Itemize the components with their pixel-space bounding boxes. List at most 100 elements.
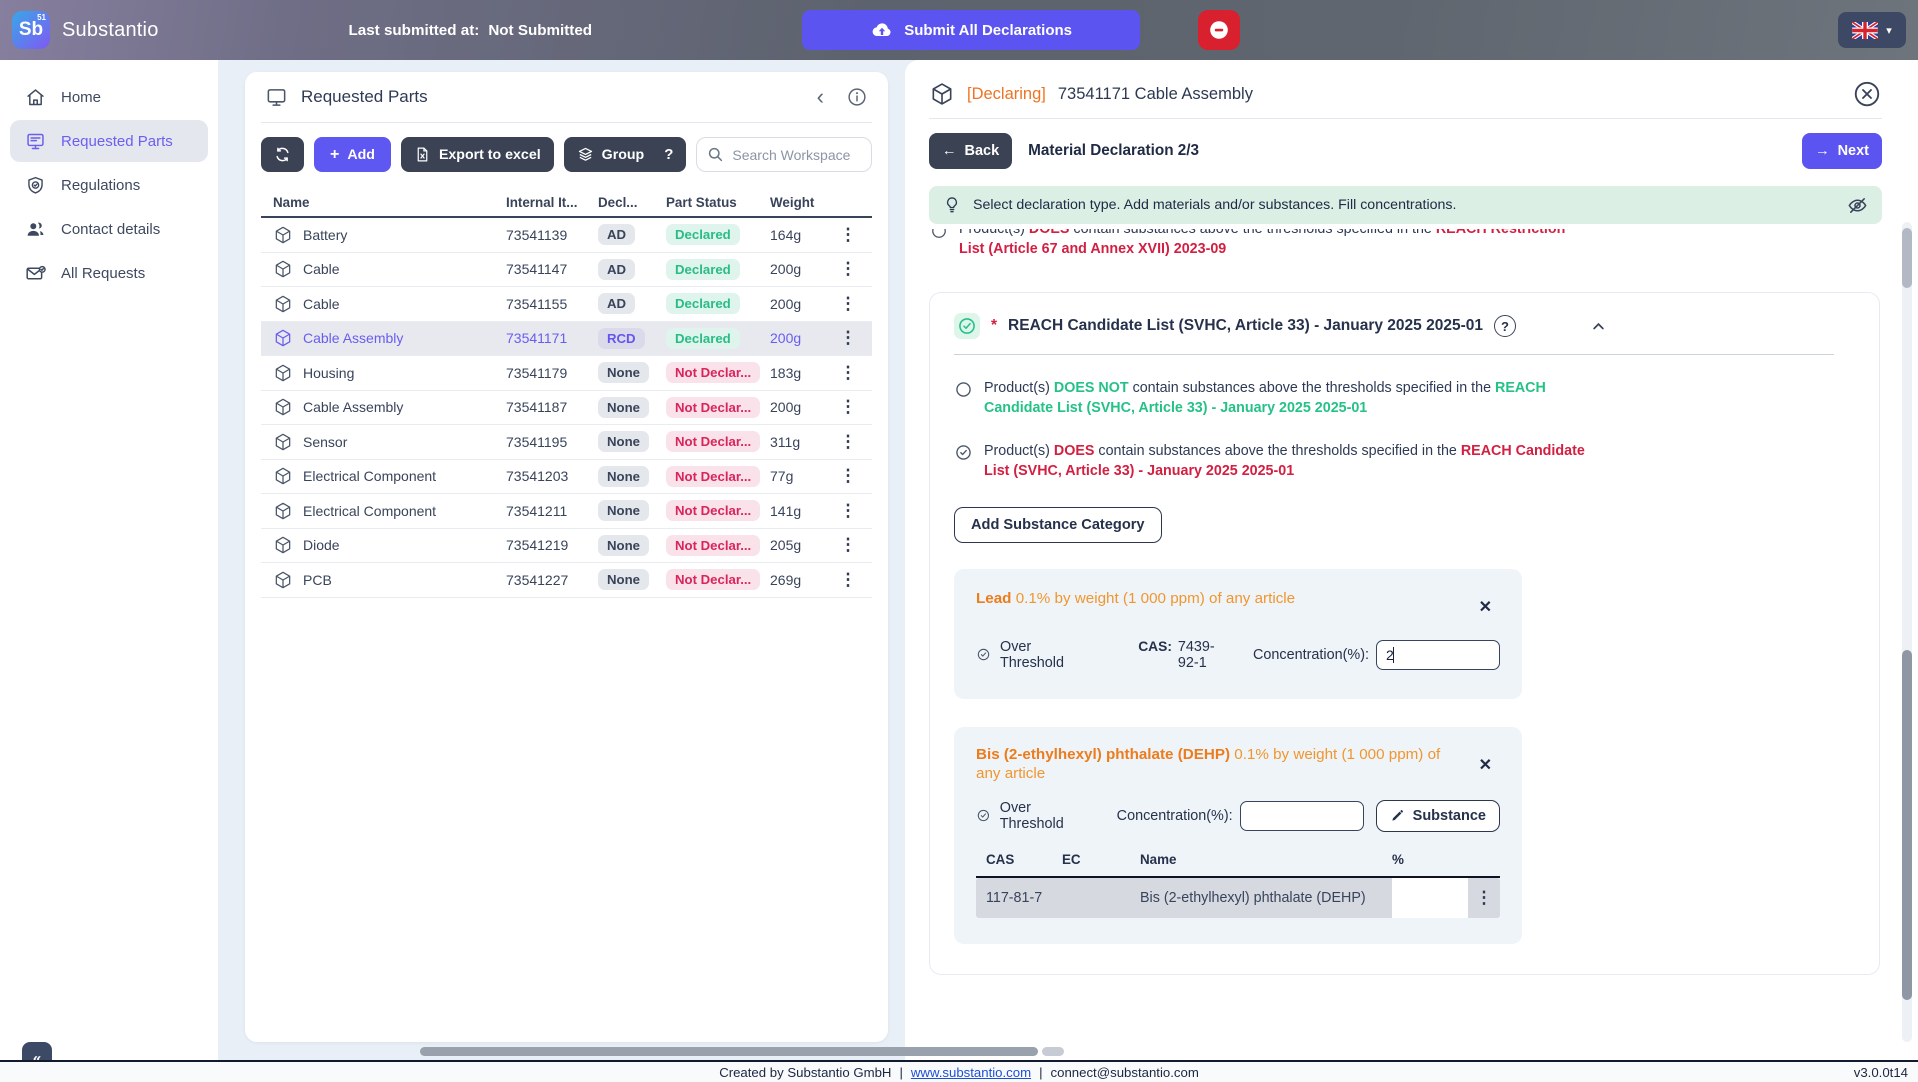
- chevron-up-icon[interactable]: [1589, 317, 1608, 336]
- minus-circle-icon: [1207, 18, 1231, 42]
- collapse-panel-icon[interactable]: ‹: [817, 86, 824, 108]
- decl-badge: AD: [598, 259, 635, 280]
- sidebar-item-contact-details[interactable]: Contact details: [10, 208, 208, 250]
- info-icon[interactable]: [846, 86, 868, 108]
- table-row[interactable]: Housing 73541179 None Not Declar... 183g…: [261, 356, 872, 391]
- row-menu-icon[interactable]: ⋮: [840, 259, 857, 278]
- cube-icon: [273, 570, 293, 590]
- part-weight: 200g: [770, 296, 830, 312]
- part-internal-id: 73541195: [506, 434, 598, 450]
- footer-separator: |: [1039, 1065, 1042, 1080]
- sidebar-item-requested-parts[interactable]: Requested Parts: [10, 120, 208, 162]
- footer: Created by Substantio GmbH | www.substan…: [0, 1060, 1918, 1082]
- table-row-selected[interactable]: Cable Assembly 73541171 RCD Declared 200…: [261, 322, 872, 357]
- cas-number: CAS: 7439-92-1: [1138, 639, 1223, 671]
- submit-all-declarations-button[interactable]: Submit All Declarations: [802, 10, 1140, 50]
- sidebar-item-all-requests[interactable]: All Requests: [10, 252, 208, 294]
- group-button[interactable]: Group ?: [564, 137, 687, 172]
- concentration-field: Concentration(%):: [1253, 640, 1500, 670]
- row-menu-icon[interactable]: ⋮: [840, 397, 857, 416]
- table-row[interactable]: Electrical Component 73541211 None Not D…: [261, 494, 872, 529]
- table-row[interactable]: Electrical Component 73541203 None Not D…: [261, 460, 872, 495]
- dehp-substance-card: Bis (2-ethylhexyl) phthalate (DEHP) 0.1%…: [954, 727, 1522, 944]
- app-version: v3.0.0t14: [1854, 1065, 1908, 1080]
- remove-substance-icon[interactable]: ✕: [1479, 597, 1492, 617]
- table-row[interactable]: Diode 73541219 None Not Declar... 205g ⋮: [261, 529, 872, 564]
- remove-substance-icon[interactable]: ✕: [1479, 755, 1492, 775]
- substance-name: Lead: [976, 590, 1011, 607]
- row-menu-icon[interactable]: ⋮: [840, 328, 857, 347]
- part-weight: 141g: [770, 503, 830, 519]
- row-menu-icon[interactable]: ⋮: [840, 432, 857, 451]
- table-row[interactable]: Sensor 73541195 None Not Declar... 311g …: [261, 425, 872, 460]
- export-to-excel-button[interactable]: Export to excel: [401, 137, 554, 172]
- back-button-label: Back: [965, 143, 1000, 159]
- substance-button-label: Substance: [1413, 808, 1486, 824]
- help-circle-icon[interactable]: ?: [1494, 315, 1516, 337]
- dehp-concentration-input[interactable]: [1240, 801, 1364, 831]
- row-menu-icon[interactable]: ⋮: [840, 225, 857, 244]
- row-menu-icon[interactable]: ⋮: [840, 466, 857, 485]
- table-row[interactable]: Cable 73541147 AD Declared 200g ⋮: [261, 253, 872, 288]
- logo-number: 51: [37, 13, 46, 22]
- vertical-scrollbar-thumb[interactable]: [1902, 650, 1912, 1000]
- horizontal-scrollbar-thumb[interactable]: [420, 1047, 1038, 1056]
- footer-website-link[interactable]: www.substantio.com: [911, 1065, 1031, 1080]
- lead-concentration-input[interactable]: [1376, 640, 1500, 670]
- part-name: Sensor: [303, 434, 347, 450]
- add-substance-category-button[interactable]: Add Substance Category: [954, 507, 1162, 543]
- row-menu-icon[interactable]: ⋮: [1476, 888, 1493, 908]
- part-weight: 269g: [770, 572, 830, 588]
- last-submitted-label: Last submitted at:: [349, 22, 480, 39]
- radio-unchecked-icon[interactable]: [954, 380, 973, 399]
- sidebar-item-regulations[interactable]: Regulations: [10, 164, 208, 206]
- vertical-scrollbar-thumb[interactable]: [1902, 228, 1912, 288]
- status-badge: Declared: [666, 224, 740, 245]
- part-name: Housing: [303, 365, 354, 381]
- part-internal-id: 73541187: [506, 399, 598, 415]
- sidebar-item-home[interactable]: Home: [10, 76, 208, 118]
- part-name: Cable Assembly: [303, 399, 403, 415]
- eye-slash-icon[interactable]: [1846, 194, 1869, 217]
- close-icon[interactable]: [1852, 79, 1882, 109]
- required-marker: *: [991, 317, 997, 335]
- row-menu-icon[interactable]: ⋮: [840, 501, 857, 520]
- check-circle-icon: [976, 645, 991, 664]
- substance-button[interactable]: Substance: [1376, 800, 1500, 832]
- row-menu-icon[interactable]: ⋮: [840, 363, 857, 382]
- add-button[interactable]: + Add: [314, 137, 391, 172]
- substance-percent-input[interactable]: [1392, 878, 1468, 918]
- substance-row[interactable]: 117-81-7 Bis (2-ethylhexyl) phthalate (D…: [976, 878, 1500, 918]
- radio-checked-icon[interactable]: [954, 443, 973, 462]
- cube-icon: [273, 328, 293, 348]
- next-button[interactable]: → Next: [1802, 133, 1882, 169]
- back-button[interactable]: ← Back: [929, 133, 1012, 169]
- refresh-button[interactable]: [261, 137, 304, 172]
- language-selector[interactable]: ▾: [1838, 12, 1906, 48]
- radio-icon[interactable]: [930, 229, 948, 240]
- column-header-internal: Internal It...: [506, 195, 598, 210]
- table-row[interactable]: PCB 73541227 None Not Declar... 269g ⋮: [261, 563, 872, 598]
- part-weight: 200g: [770, 399, 830, 415]
- parts-toolbar: + Add Export to excel Group ?: [261, 137, 872, 172]
- row-menu-icon[interactable]: ⋮: [840, 294, 857, 313]
- status-badge: Declared: [666, 259, 740, 280]
- next-arrow-icon: →: [1815, 143, 1830, 159]
- part-internal-id: 73541139: [506, 227, 598, 243]
- horizontal-scrollbar-end[interactable]: [1042, 1047, 1064, 1056]
- decl-badge: None: [598, 466, 649, 487]
- help-icon[interactable]: ?: [664, 146, 673, 163]
- cube-icon: [273, 397, 293, 417]
- table-row[interactable]: Cable Assembly 73541187 None Not Declar.…: [261, 391, 872, 426]
- sidebar-item-label: Requested Parts: [61, 133, 173, 150]
- stop-button[interactable]: [1198, 10, 1240, 50]
- people-icon: [25, 219, 46, 240]
- monitor-icon: [265, 86, 288, 109]
- column-header-cas: CAS: [976, 852, 1062, 867]
- table-row[interactable]: Cable 73541155 AD Declared 200g ⋮: [261, 287, 872, 322]
- row-menu-icon[interactable]: ⋮: [840, 535, 857, 554]
- table-row[interactable]: Battery 73541139 AD Declared 164g ⋮: [261, 218, 872, 253]
- row-menu-icon[interactable]: ⋮: [840, 570, 857, 589]
- lightbulb-icon: [942, 195, 962, 215]
- layers-icon: [577, 146, 594, 163]
